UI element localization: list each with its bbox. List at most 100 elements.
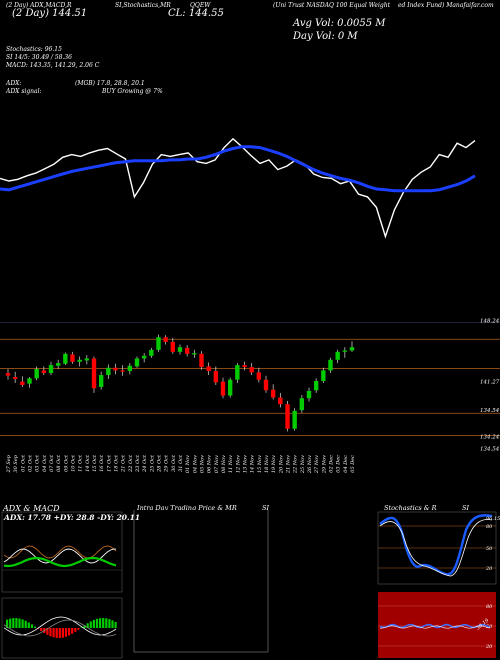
- candle-body: [48, 365, 54, 374]
- macd-histogram-bar: [105, 618, 108, 628]
- macd-histogram-bar: [49, 628, 52, 637]
- candle-body: [335, 351, 340, 360]
- macd-histogram-bar: [71, 628, 74, 634]
- candle-body: [206, 366, 211, 372]
- macd-histogram-bar: [74, 628, 77, 632]
- macd-histogram-bar: [40, 628, 43, 631]
- x-axis-label: 31 Oct: [178, 454, 184, 472]
- rsi-level-label: 80: [486, 604, 493, 610]
- macd-histogram-bar: [92, 619, 95, 628]
- rsi-panel-frame: [378, 592, 496, 658]
- stoch-level-label: 20: [485, 566, 493, 572]
- x-axis-label: 30 Sep: [13, 454, 19, 472]
- x-axis-label: 13 Nov: [243, 455, 249, 473]
- x-axis-label: 29 Oct: [164, 454, 170, 473]
- intraday-panel-frame: [133, 510, 269, 653]
- macd-histogram-bar: [30, 624, 33, 628]
- macd-histogram-bar: [18, 618, 21, 628]
- plus-dy-text: +DY: 28.8: [53, 513, 95, 522]
- day-volume: Day Vol: 0 M: [293, 31, 358, 42]
- x-axis-label: 04 Oct: [42, 454, 48, 472]
- x-axis-label: 22 Oct: [128, 454, 134, 473]
- price-axis-label: 134.54: [480, 408, 500, 414]
- adx-signal-label: ADX signal:: [6, 88, 42, 95]
- x-axis-label: 07 Nov: [214, 455, 220, 473]
- price-axis-label: 134.24: [480, 435, 500, 441]
- avg-volume: Avg Vol: 0.0055 M: [293, 18, 386, 29]
- candle-body: [292, 410, 297, 429]
- x-axis-label: 04 Nov: [192, 455, 198, 473]
- price-line: [0, 137, 476, 239]
- x-axis-label: 11 Oct: [78, 454, 84, 472]
- stoch-k-line: [379, 514, 493, 576]
- x-axis-label: 07 Oct: [49, 454, 55, 472]
- candle-body: [235, 365, 240, 380]
- x-axis-label: 08 Oct: [56, 454, 62, 472]
- plus-dy-line: [3, 545, 117, 559]
- x-axis-label: 12 Nov: [235, 455, 241, 473]
- candle-body: [34, 369, 39, 379]
- macd-histogram-bar: [21, 619, 24, 628]
- macd-histogram-bar: [102, 618, 105, 628]
- intraday-panel-title: Intra Day Trading Price & MR: [137, 504, 237, 512]
- moving-average-line: [0, 145, 476, 193]
- candle-body: [192, 353, 197, 355]
- header-title-right-a: (Uni Trust NASDAQ 100 Equal Weight: [273, 2, 390, 9]
- candle-body: [77, 359, 82, 362]
- macd-histogram-bar: [12, 618, 15, 628]
- macd-histogram-bar: [33, 626, 37, 628]
- candle-body: [299, 398, 305, 411]
- candle-body: [41, 370, 47, 374]
- header-title-right-b: ed Index Fund) Manafaifar.com: [398, 2, 494, 9]
- minus-dy-line: [3, 548, 116, 564]
- adx-panel-label: ADX & MACD: [3, 504, 60, 513]
- macd-histogram-bar: [114, 621, 117, 628]
- macd-histogram-bar: [64, 628, 68, 637]
- candle-body: [285, 404, 290, 429]
- macd-histogram-bar: [61, 628, 64, 638]
- macd-histogram-bar: [83, 625, 86, 628]
- x-axis-label: 03 Oct: [35, 454, 41, 472]
- x-axis-label: 05 Nov: [200, 455, 206, 473]
- stoch-level-label: 50: [486, 546, 493, 552]
- macd-signal-line: [3, 619, 117, 637]
- candle-body: [321, 370, 326, 381]
- x-axis-label: 30 Oct: [171, 454, 177, 472]
- macd-histogram-bar: [27, 622, 30, 628]
- candle-body: [249, 367, 254, 373]
- header-title-mid: SI,Stochastics,MR: [115, 2, 171, 9]
- price-axis-label: 141.27: [480, 380, 500, 386]
- adx-reading: ADX: 17.78 +DY: 28.8 -DY: 20.11: [4, 513, 140, 522]
- candle-body: [184, 347, 190, 354]
- macd-histogram-bar: [55, 628, 58, 638]
- ticker-label: QQEW: [190, 2, 211, 9]
- adx-value-text: ADX: 17.78: [4, 513, 52, 522]
- adx-line: [3, 556, 117, 568]
- x-axis-label: 16 Oct: [99, 454, 105, 472]
- adx-signal-value: BUY Growing @ 7%: [102, 88, 163, 95]
- x-axis-label: 27 Sep: [6, 454, 12, 473]
- macd-histogram-bar: [52, 628, 55, 638]
- candle-body: [263, 379, 269, 391]
- x-axis-label: 25 Oct: [149, 454, 155, 473]
- x-axis-label: 21 Nov: [286, 455, 292, 474]
- rsi-line: [379, 623, 491, 629]
- macd-histogram-bar: [86, 623, 89, 628]
- stoch-panel-title: Stochastics & R: [384, 504, 437, 512]
- minus-dy-text: -DY: 20.11: [97, 513, 141, 522]
- x-axis-label: 29 Nov: [321, 455, 327, 474]
- x-axis-label: 01 Oct: [20, 454, 26, 472]
- candle-body: [127, 365, 133, 372]
- intraday-panel-title-b: SI: [262, 504, 270, 512]
- macd-histogram-bar: [9, 618, 12, 628]
- x-axis-label: 15 Nov: [257, 455, 263, 473]
- x-axis-label: 04 Dec: [343, 455, 349, 473]
- candle-body: [199, 353, 204, 368]
- candle-body: [227, 379, 233, 396]
- candle-body: [98, 375, 104, 387]
- candle-body: [5, 373, 11, 376]
- macd-histogram-bar: [108, 619, 111, 628]
- stoch-d-line: [379, 519, 493, 577]
- close-label: CL: 144.55: [168, 8, 224, 19]
- candle-body: [149, 349, 154, 356]
